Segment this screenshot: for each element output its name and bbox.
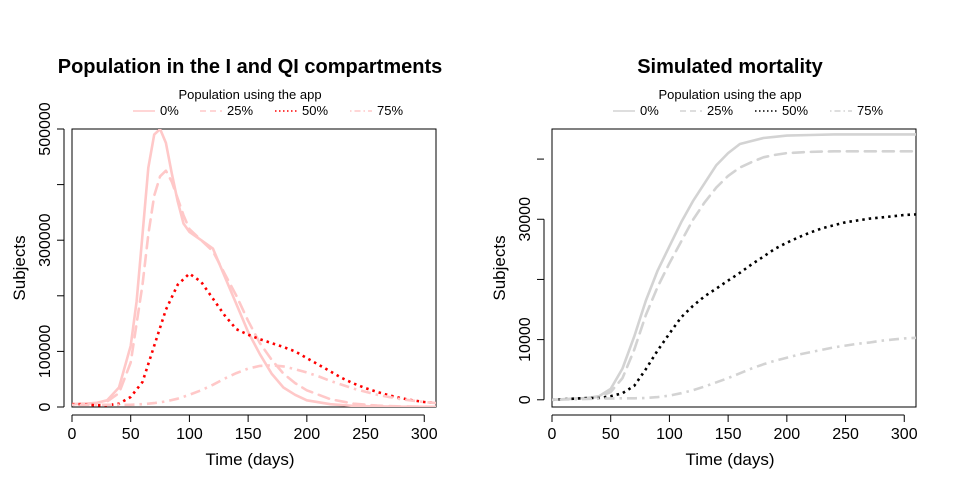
series-line-25pct: [552, 150, 916, 402]
series-line-50pct: [552, 213, 916, 402]
plot-frame: [71, 128, 437, 408]
legend: 0% 25% 50% 75%: [613, 103, 883, 118]
chart-title: Simulated mortality: [637, 56, 823, 78]
x-tick-label: 100: [176, 426, 203, 443]
legend-label: 75%: [377, 103, 403, 118]
x-tick-label: 150: [715, 426, 742, 443]
legend-label: 75%: [857, 103, 883, 118]
legend-label: 50%: [782, 103, 808, 118]
chart-title: Population in the I and QI compartments: [58, 56, 442, 78]
x-tick-label: 50: [602, 426, 620, 443]
series-line-25pct: [72, 169, 436, 407]
y-tick-label: 30000: [517, 197, 534, 242]
legend-item: 0%: [133, 103, 179, 118]
legend: 0% 25% 50% 75%: [133, 103, 403, 118]
legend-item: 25%: [680, 103, 733, 118]
series-line-75pct: [552, 336, 916, 402]
x-tick-label: 250: [352, 426, 379, 443]
series-line-50pct: [72, 272, 436, 407]
legend-item: 75%: [350, 103, 403, 118]
x-tick-label: 50: [122, 426, 140, 443]
y-tick-label: 300000: [37, 213, 54, 266]
y-tick-label: 10000: [517, 317, 534, 362]
x-axis: 0 50 100 150 200 250 300: [68, 414, 438, 443]
x-tick-label: 300: [891, 426, 918, 443]
chart-panel-1: Population in the I and QI compartments P…: [10, 56, 442, 469]
legend-item: 0%: [613, 103, 659, 118]
y-axis: 0 100000 300000 500000: [37, 102, 65, 411]
x-tick-label: 150: [235, 426, 262, 443]
series-group: [72, 129, 436, 407]
x-tick-label: 300: [411, 426, 438, 443]
series-line-0pct: [72, 129, 436, 407]
x-tick-label: 200: [293, 426, 320, 443]
series-line-75pct: [72, 363, 436, 407]
y-tick-label: 100000: [37, 325, 54, 378]
series-line-0pct: [552, 133, 916, 402]
y-axis-label: Subjects: [490, 235, 509, 300]
legend-item: 50%: [275, 103, 328, 118]
y-tick-label: 0: [37, 402, 54, 411]
x-axis: 0 50 100 150 200 250 300: [548, 414, 918, 443]
x-tick-label: 0: [68, 426, 77, 443]
x-axis-label: Time (days): [205, 450, 294, 469]
legend-label: 25%: [227, 103, 253, 118]
chart-panel-2: Simulated mortality Population using the …: [490, 56, 918, 469]
legend-title: Population using the app: [658, 87, 801, 102]
x-tick-label: 100: [656, 426, 683, 443]
x-tick-label: 200: [773, 426, 800, 443]
y-tick-label: 0: [517, 395, 534, 404]
legend-label: 0%: [160, 103, 179, 118]
legend-item: 25%: [200, 103, 253, 118]
x-tick-label: 250: [832, 426, 859, 443]
legend-item: 75%: [830, 103, 883, 118]
x-axis-label: Time (days): [685, 450, 774, 469]
plot-frame: [551, 128, 917, 408]
legend-item: 50%: [755, 103, 808, 118]
legend-label: 25%: [707, 103, 733, 118]
legend-title: Population using the app: [178, 87, 321, 102]
legend-label: 0%: [640, 103, 659, 118]
y-tick-label: 500000: [37, 102, 54, 155]
legend-label: 50%: [302, 103, 328, 118]
y-axis: 0 10000 30000: [517, 158, 545, 404]
y-axis-label: Subjects: [10, 235, 29, 300]
x-tick-label: 0: [548, 426, 557, 443]
series-group: [552, 133, 916, 402]
